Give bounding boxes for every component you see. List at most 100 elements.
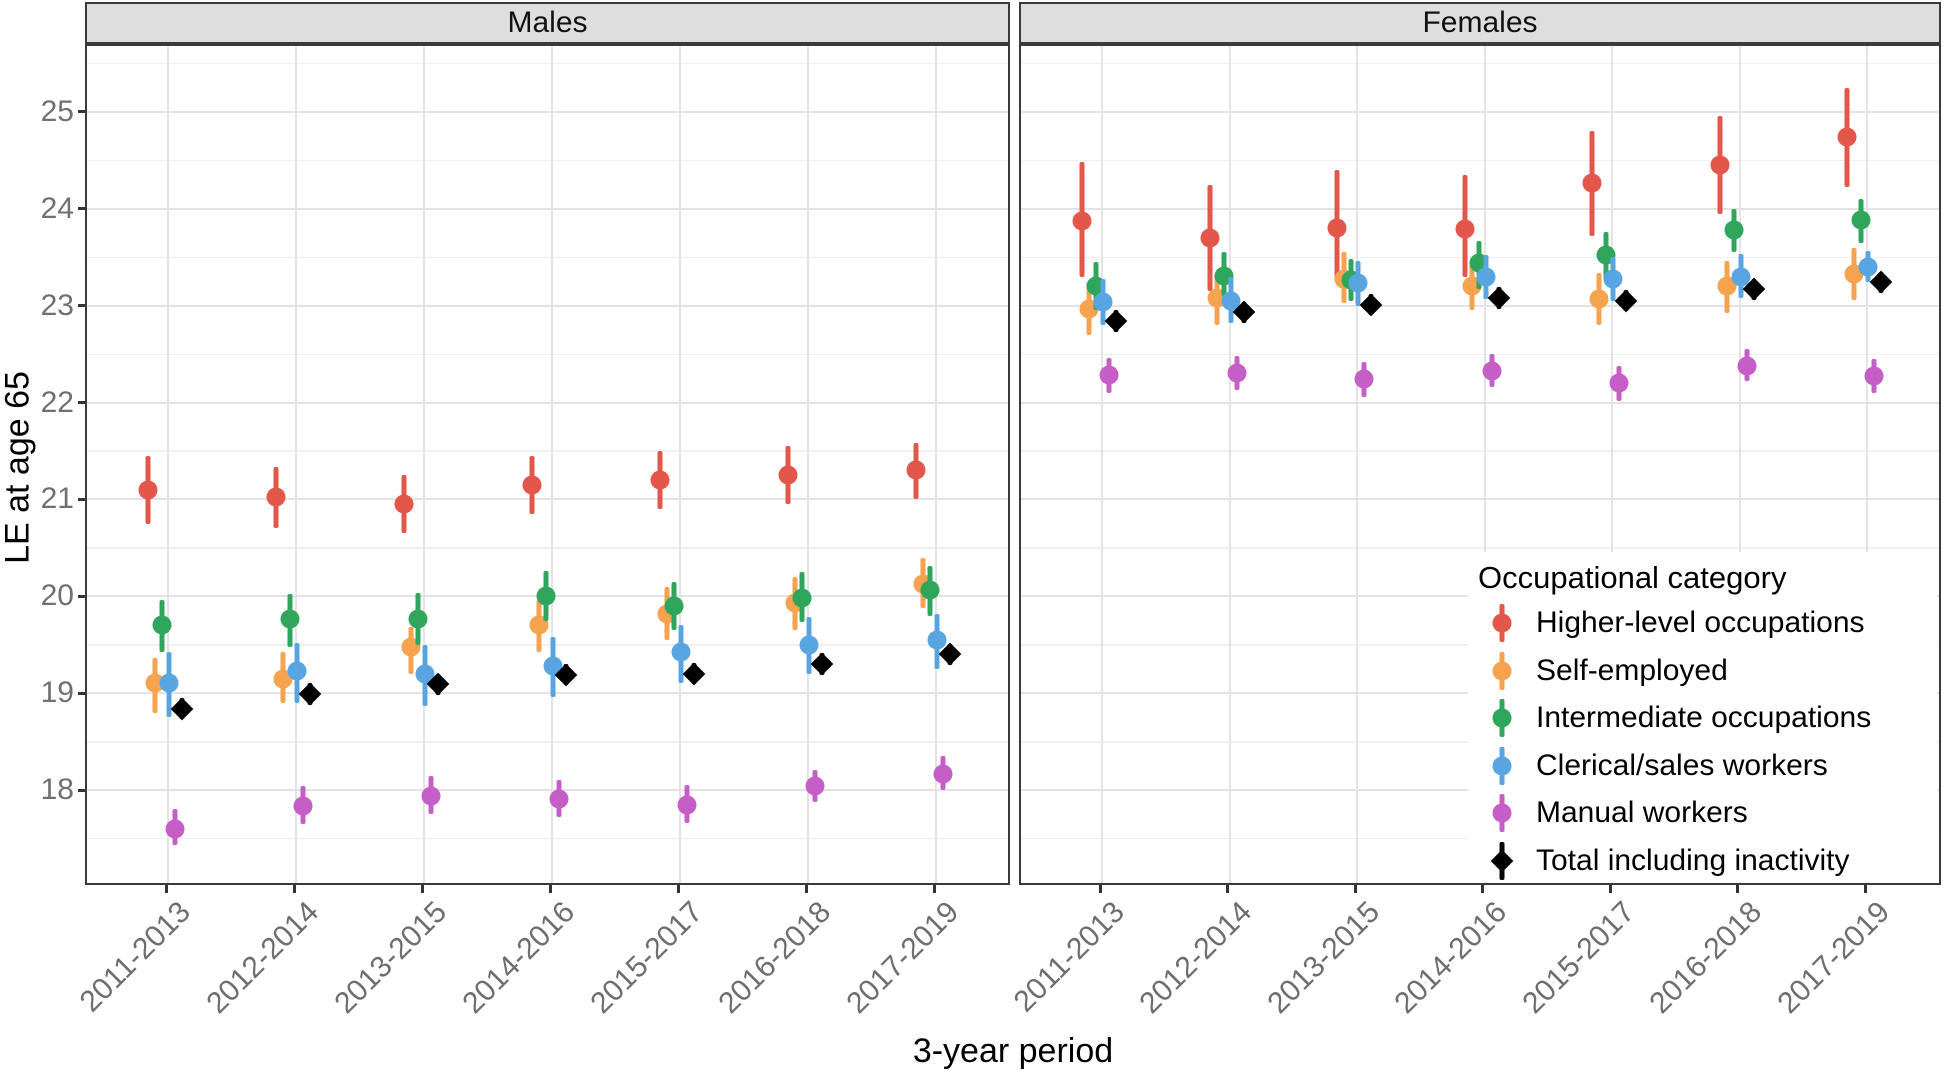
x-tick-mark — [1098, 885, 1102, 893]
point-marker — [1864, 366, 1884, 386]
x-tick-label: 2012-2014 — [199, 895, 325, 1021]
x-tick-label: 2017-2019 — [839, 895, 965, 1021]
point-marker — [1104, 309, 1128, 333]
point-marker — [1348, 273, 1368, 293]
point-marker — [1614, 289, 1638, 313]
gridline-minor-h — [87, 644, 1008, 646]
x-tick-mark — [164, 885, 168, 893]
point-marker — [1354, 369, 1374, 389]
legend-item: Manual workers — [1468, 789, 1748, 837]
point-marker — [1737, 356, 1756, 376]
point-marker — [778, 465, 798, 485]
facet-strip-males-label: Males — [507, 6, 588, 39]
point-marker — [1455, 219, 1474, 239]
gridline-major-v — [679, 46, 681, 883]
point-marker — [408, 609, 428, 629]
gridline-minor-h — [87, 353, 1008, 356]
point-marker — [522, 475, 542, 495]
point-marker — [293, 796, 313, 816]
y-tick-label: 25 — [40, 94, 74, 128]
x-tick-mark — [420, 885, 424, 893]
legend-key-pointrange-icon — [1468, 742, 1536, 790]
y-tick-mark — [78, 207, 85, 211]
x-tick-mark — [1736, 885, 1739, 893]
gridline-major-v — [807, 46, 809, 883]
point-marker — [1589, 289, 1609, 309]
point-marker — [1093, 292, 1113, 312]
legend-item-label: Higher-level occupations — [1536, 606, 1865, 639]
point-marker — [536, 586, 556, 606]
point-marker — [1327, 218, 1347, 238]
y-tick-label: 19 — [40, 676, 74, 710]
gridline-major-v — [551, 46, 553, 883]
legend-item-label: Intermediate occupations — [1536, 701, 1872, 735]
x-tick-label: 2015-2017 — [583, 895, 709, 1021]
x-tick-label: 2012-2014 — [1133, 895, 1259, 1021]
x-tick-label: 2016-2018 — [1643, 895, 1769, 1021]
point-marker — [682, 662, 706, 686]
point-marker — [1837, 127, 1857, 147]
x-tick-label: 2014-2016 — [1388, 895, 1514, 1021]
x-tick-label: 2011-2013 — [73, 895, 197, 1019]
gridline-minor-h — [87, 741, 1008, 743]
facet-strip-females: Females — [1019, 2, 1941, 44]
point-marker — [1603, 269, 1623, 289]
y-tick-label: 23 — [40, 288, 74, 322]
facet-strip-males: Males — [85, 2, 1010, 44]
gridline-minor-h — [1021, 450, 1939, 452]
legend-item: Higher-level occupations — [1468, 599, 1865, 647]
point-marker — [266, 487, 286, 507]
point-marker — [799, 635, 819, 655]
point-marker — [906, 460, 926, 480]
gridline-major-h — [87, 110, 1008, 113]
point-marker — [1717, 276, 1736, 296]
point-marker — [671, 642, 691, 661]
point-marker — [152, 615, 172, 635]
legend-key-pointrange-icon — [1468, 599, 1536, 647]
x-axis-title: 3-year period — [912, 1032, 1114, 1070]
y-tick-mark — [78, 594, 85, 598]
legend-item-label: Manual workers — [1536, 796, 1748, 830]
y-tick-label: 18 — [40, 773, 74, 807]
point-marker — [1731, 267, 1750, 287]
legend-item-label: Self-employed — [1536, 653, 1728, 687]
legend-item: Intermediate occupations — [1468, 694, 1871, 742]
point-marker — [1858, 257, 1878, 277]
gridline-minor-h — [1021, 159, 1939, 162]
gridline-major-v — [1611, 46, 1613, 883]
gridline-major-v — [1356, 46, 1358, 883]
y-tick-label: 24 — [40, 191, 74, 225]
x-tick-label: 2011-2013 — [1007, 895, 1131, 1019]
x-tick-mark — [1481, 885, 1484, 893]
gridline-major-h — [87, 692, 1008, 695]
point-marker — [421, 786, 441, 806]
legend-key-pointrange-icon — [1468, 647, 1536, 695]
gridline-major-h — [1021, 401, 1939, 404]
point-marker — [165, 819, 185, 839]
gridline-minor-h — [1021, 547, 1939, 549]
x-tick-mark — [292, 885, 296, 893]
gridline-major-v — [295, 46, 297, 883]
point-marker — [1072, 211, 1092, 231]
y-tick-label: 20 — [40, 579, 74, 613]
point-marker — [1200, 228, 1219, 248]
point-marker — [810, 652, 834, 676]
gridline-major-h — [1021, 110, 1939, 113]
point-marker — [280, 609, 300, 629]
x-tick-label: 2014-2016 — [455, 895, 581, 1021]
legend-title: Occupational category — [1478, 560, 1787, 595]
x-tick-mark — [1608, 885, 1612, 893]
gridline-major-v — [1101, 46, 1103, 883]
gridline-major-v — [1483, 46, 1486, 883]
legend-item: Total including inactivity — [1468, 837, 1850, 885]
gridline-major-h — [1021, 304, 1939, 307]
legend-key-pointrange-icon — [1468, 694, 1536, 742]
x-tick-mark — [548, 885, 552, 893]
point-marker — [933, 764, 953, 784]
point-marker — [170, 697, 194, 720]
gridline-minor-h — [1021, 353, 1939, 356]
point-marker — [1099, 365, 1119, 385]
legend-key-marker-icon — [1492, 708, 1512, 728]
point-marker — [1476, 267, 1495, 287]
